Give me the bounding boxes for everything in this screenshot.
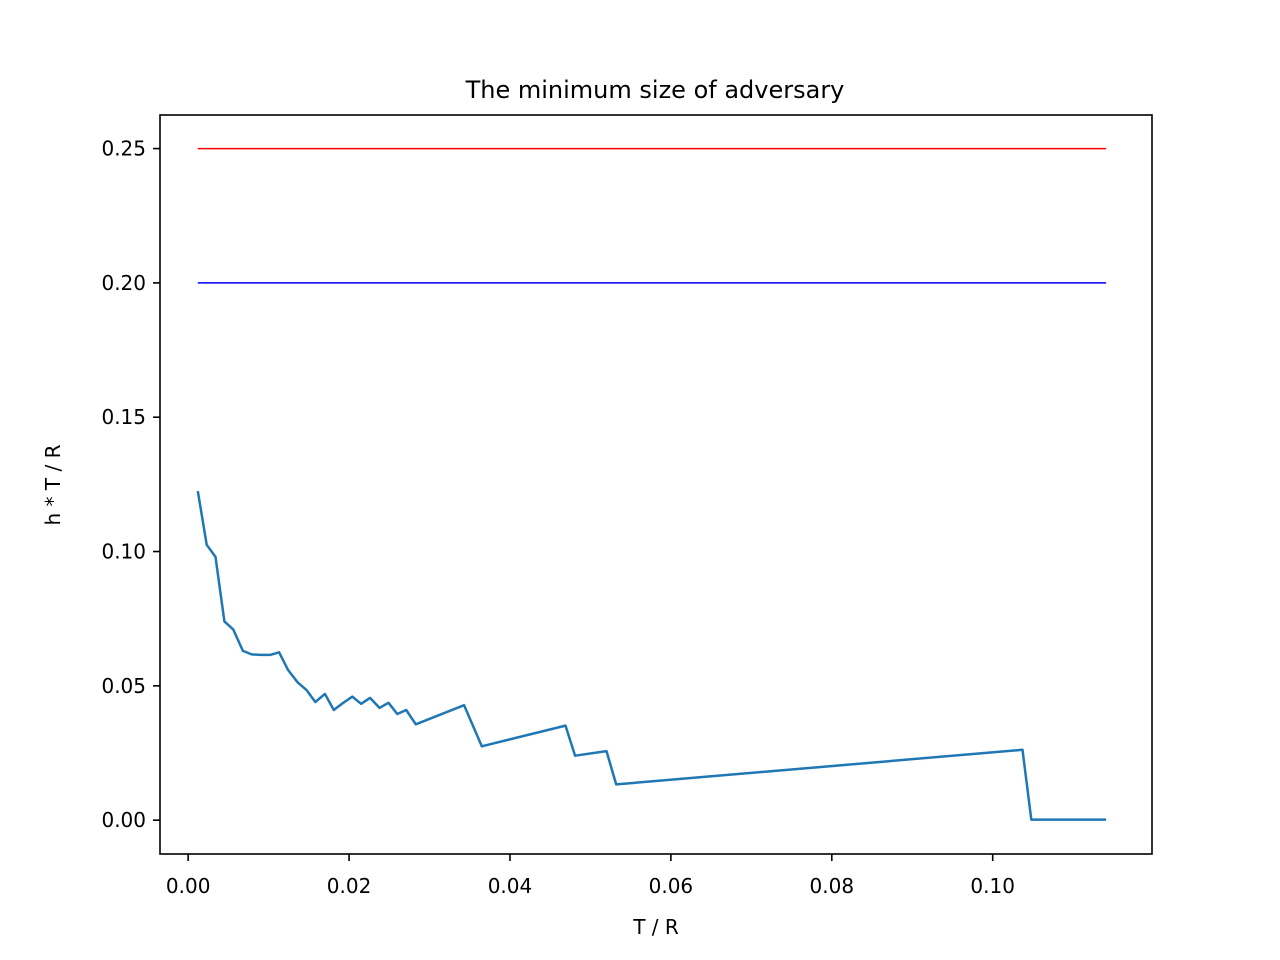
y-tick-label: 0.15 [101, 405, 146, 429]
chart-title: The minimum size of adversary [465, 76, 845, 104]
series-layer [196, 147, 1107, 821]
x-tick-label: 0.04 [488, 874, 533, 898]
x-tick-label: 0.00 [166, 874, 211, 898]
y-tick-label: 0.20 [101, 271, 146, 295]
y-axis: 0.00 0.05 0.10 0.15 0.20 0.25 [101, 137, 160, 832]
x-tick-label: 0.08 [810, 874, 855, 898]
y-tick-label: 0.25 [101, 137, 146, 161]
y-tick-label: 0.00 [101, 808, 146, 832]
x-tick-label: 0.06 [649, 874, 694, 898]
y-tick-label: 0.10 [101, 540, 146, 564]
plot-frame [159, 114, 1153, 855]
series-line-2 [196, 490, 1107, 821]
x-axis: 0.00 0.02 0.04 0.06 0.08 0.10 [166, 854, 1015, 898]
x-tick-label: 0.02 [327, 874, 372, 898]
x-axis-label: T / R [632, 915, 679, 939]
y-axis-label: h * T / R [41, 444, 65, 525]
y-tick-label: 0.05 [101, 674, 146, 698]
x-tick-label: 0.10 [970, 874, 1015, 898]
